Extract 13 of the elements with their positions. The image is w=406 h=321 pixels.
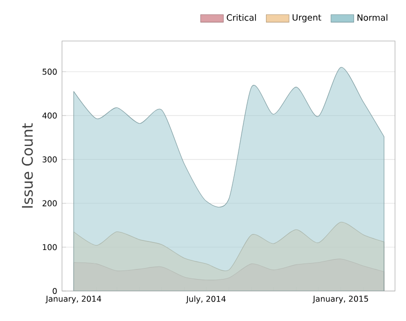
y-axis-title: Issue Count: [22, 123, 33, 208]
y-tick-label: 100: [42, 244, 57, 250]
y-tick-label: 400: [42, 112, 57, 119]
y-tick-label: 0: [52, 288, 57, 294]
legend-label: Normal: [358, 14, 388, 21]
y-tick-label: 300: [42, 156, 57, 162]
x-tick-label: July, 2014: [186, 296, 226, 304]
y-tick-label: 500: [42, 68, 57, 75]
x-tick-label: January, 2014: [45, 296, 102, 304]
y-tick-label: 200: [42, 200, 57, 206]
legend-label: Urgent: [292, 14, 322, 22]
x-tick-label: January, 2015: [312, 296, 368, 304]
legend-label: Critical: [226, 14, 256, 21]
